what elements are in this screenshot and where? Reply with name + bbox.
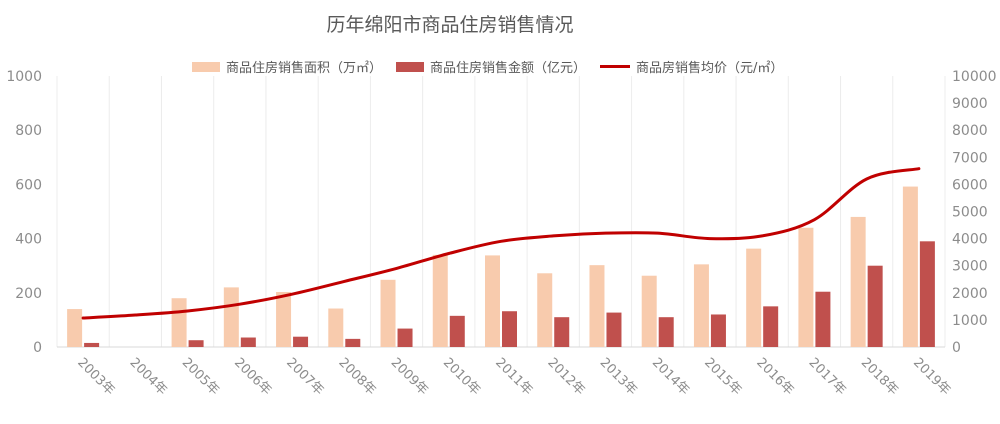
x-tick-label: 2017年 — [806, 355, 849, 398]
x-tick-label: 2014年 — [649, 355, 692, 398]
bar-area — [641, 275, 657, 347]
y-left-tick-label: 400 — [15, 232, 42, 248]
x-tick-label: 2006年 — [231, 355, 274, 398]
y-right-tick-label: 7000 — [952, 150, 988, 166]
bar-amount — [345, 338, 361, 347]
y-right-tick-label: 8000 — [952, 123, 988, 139]
legend-label-price: 商品房销售均价（元/㎡） — [636, 61, 784, 76]
bar-area — [485, 255, 500, 347]
legend-label-area: 商品住房销售面积（万㎡） — [226, 61, 383, 76]
bar-amount — [293, 336, 309, 347]
x-tick-label: 2019年 — [910, 355, 953, 398]
legend-swatch-area — [192, 61, 220, 72]
x-tick-label: 2010年 — [440, 355, 483, 398]
x-tick-label: 2004年 — [127, 355, 170, 398]
x-tick-label: 2005年 — [179, 355, 222, 398]
bar-amount — [867, 265, 883, 347]
legend-swatch-price — [600, 65, 631, 68]
bar-amount — [449, 315, 465, 347]
y-right-tick-label: 4000 — [952, 232, 988, 248]
bar-area — [432, 254, 448, 347]
bar-amount — [919, 241, 935, 347]
bar-area — [276, 291, 292, 347]
x-tick-label: 2009年 — [388, 355, 431, 398]
bar-amount — [763, 306, 779, 347]
y-right-tick-label: 10000 — [952, 69, 997, 85]
y-left-tick-label: 200 — [15, 286, 42, 302]
chart-title: 历年绵阳市商品住房销售情况 — [326, 14, 574, 36]
y-right-tick-label: 2000 — [952, 286, 988, 302]
bar-area — [537, 273, 553, 347]
bar-amount — [84, 342, 100, 347]
bar-amount — [815, 291, 831, 347]
line-price — [81, 167, 921, 320]
y-right-tick-label: 1000 — [952, 313, 988, 329]
bar-area — [328, 308, 344, 347]
x-tick-label: 2016年 — [753, 355, 796, 398]
bar-amount — [188, 340, 204, 347]
y-left-tick-label: 800 — [15, 123, 42, 139]
legend-item-price: 商品房销售均价（元/㎡） — [600, 57, 783, 76]
bar-amount — [658, 317, 674, 347]
x-tick-label: 2013年 — [597, 355, 640, 398]
bar-area — [902, 186, 918, 347]
x-tick-label: 2003年 — [74, 355, 117, 398]
y-right-tick-label: 3000 — [952, 259, 988, 275]
x-tick-label: 2012年 — [544, 355, 587, 398]
x-tick-label: 2008年 — [335, 355, 378, 398]
bar-amount — [240, 337, 256, 347]
legend-swatch-amount — [396, 61, 425, 72]
bar-amount — [502, 311, 517, 347]
bar-area — [746, 248, 762, 347]
bar-area — [589, 265, 605, 347]
y-right-tick-label: 5000 — [952, 205, 988, 221]
bar-amount — [554, 317, 570, 347]
y-left-tick-label: 600 — [15, 177, 42, 193]
bar-area — [171, 298, 187, 347]
x-tick-label: 2018年 — [858, 355, 901, 398]
y-right-tick-label: 6000 — [952, 177, 988, 193]
bar-area — [693, 264, 709, 347]
x-tick-label: 2015年 — [701, 355, 744, 398]
legend-label-amount: 商品住房销售金额（亿元） — [430, 61, 587, 76]
legend-item-amount: 商品住房销售金额（亿元） — [396, 57, 586, 76]
bar-area — [223, 287, 239, 347]
y-left-tick-label: 1000 — [6, 69, 42, 85]
legend-item-area: 商品住房销售面积（万㎡） — [192, 57, 382, 76]
bar-area — [380, 279, 396, 347]
bar-area — [67, 309, 83, 347]
bar-area — [850, 216, 866, 347]
y-right-tick-label: 9000 — [952, 96, 988, 112]
x-tick-label: 2011年 — [492, 355, 535, 398]
bar-amount — [710, 314, 726, 347]
bar-amount — [606, 312, 622, 347]
bar-area — [798, 227, 814, 347]
legend: 商品住房销售面积（万㎡） 商品住房销售金额（亿元） 商品房销售均价（元/㎡） — [192, 57, 797, 76]
bar-amount — [397, 328, 413, 347]
x-tick-label: 2007年 — [283, 355, 326, 398]
y-right-tick-label: 0 — [952, 340, 961, 356]
y-left-tick-label: 0 — [33, 340, 42, 356]
